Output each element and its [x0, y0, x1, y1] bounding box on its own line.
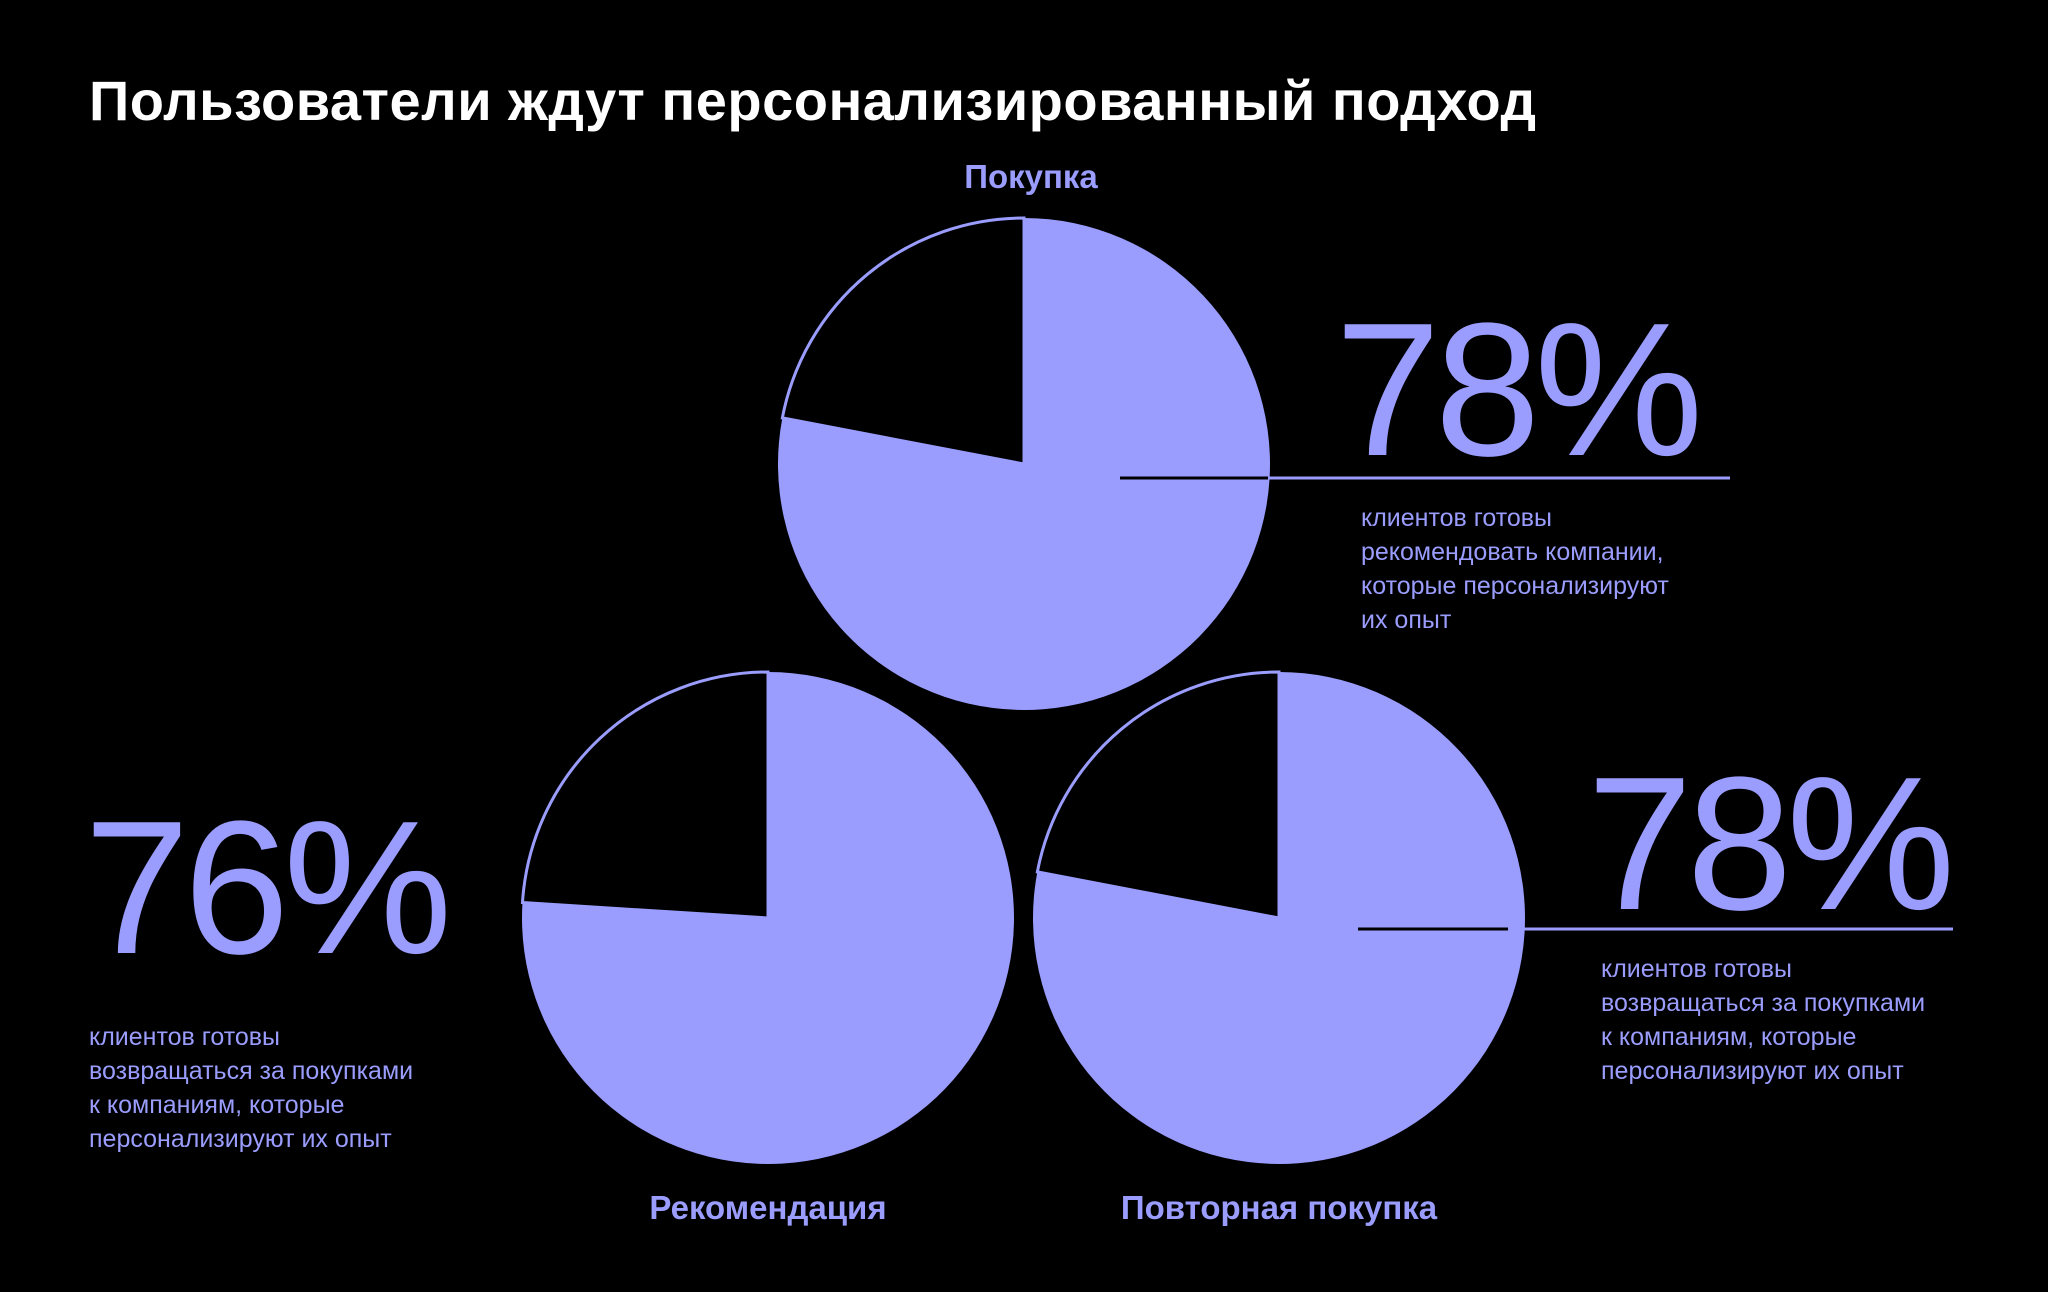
stat-description-line: их опыт	[1361, 606, 1452, 634]
stat-description-line: возвращаться за покупками	[1601, 989, 1926, 1017]
pie-label-repeat-purchase: Повторная покупка	[1120, 1189, 1438, 1226]
pie-chart-purchase	[778, 216, 1270, 710]
stat-description-line: к компаниям, которые	[89, 1091, 345, 1119]
stat-value-left: 76%	[84, 782, 452, 994]
pie-chart-recommendation	[520, 670, 1014, 1164]
stat-description-line: рекомендовать компании,	[1361, 538, 1664, 566]
stat-description-left: клиентов готовы возвращаться за покупкам…	[89, 1020, 413, 1156]
pie-chart-repeat-purchase	[1033, 670, 1525, 1164]
stat-description-right: клиентов готовы возвращаться за покупкам…	[1601, 952, 1925, 1088]
stat-description-line: к компаниям, которые	[1601, 1023, 1857, 1051]
pie-slice-value	[778, 218, 1270, 710]
stat-description-line: персонализируют их опыт	[89, 1125, 392, 1153]
pie-slice-remainder	[780, 216, 1026, 466]
stat-description-line: персонализируют их опыт	[1601, 1057, 1904, 1085]
stat-description-line: клиентов готовы	[1361, 504, 1553, 532]
pie-label-purchase: Покупка	[964, 158, 1098, 195]
pie-label-recommendation: Рекомендация	[649, 1189, 887, 1226]
stat-value-top: 78%	[1335, 284, 1703, 496]
stat-description-top: клиентов готовы рекомендовать компании, …	[1361, 501, 1669, 637]
page-title: Пользователи ждут персонализированный по…	[89, 69, 1537, 132]
stat-description-line: клиентов готовы	[89, 1023, 281, 1051]
stat-description-line: клиентов готовы	[1601, 955, 1793, 983]
stat-description-line: возвращаться за покупками	[89, 1057, 414, 1085]
pie-slice-remainder	[1035, 670, 1281, 920]
stat-description-line: которые персонализируют	[1361, 572, 1669, 600]
pie-slice-remainder	[520, 670, 770, 920]
stat-value-right: 78%	[1587, 738, 1955, 950]
